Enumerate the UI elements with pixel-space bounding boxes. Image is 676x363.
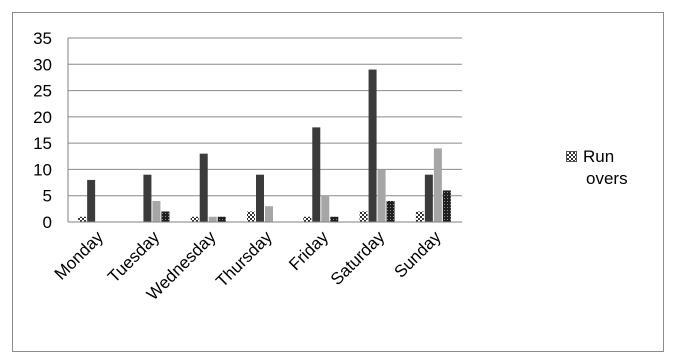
bar-tuesday-s4: [161, 211, 170, 222]
y-tick-label: 35: [33, 29, 52, 48]
gridlines: [68, 37, 462, 197]
axis-labels: 05101520253035MondayTuesdayWednesdayThur…: [33, 29, 445, 304]
bar-tuesday-s3: [152, 200, 161, 222]
bar-monday-s2: [87, 179, 96, 222]
bar-saturday-s4: [386, 200, 395, 222]
bars: [78, 69, 451, 223]
x-category-label: Saturday: [327, 227, 389, 289]
bar-thursday-s3: [265, 206, 273, 222]
legend-label-line2: overs: [586, 169, 628, 188]
bar-thursday-s1: [247, 211, 255, 222]
bar-friday-s3: [321, 195, 330, 222]
axes: [67, 38, 462, 223]
bar-friday-s2: [312, 127, 321, 222]
legend-label-line1: Run: [583, 147, 615, 166]
bar-wednesday-s3: [208, 216, 217, 222]
y-tick-label: 0: [43, 213, 52, 232]
chart-frame: [12, 12, 664, 352]
bar-wednesday-s2: [199, 153, 208, 222]
bar-saturday-s1: [359, 211, 368, 222]
y-tick-label: 5: [43, 187, 52, 206]
x-category-label: Friday: [285, 227, 332, 274]
y-tick-label: 15: [33, 134, 52, 153]
bar-tuesday-s2: [143, 174, 152, 222]
bar-wednesday-s4: [217, 216, 226, 222]
y-tick-label: 20: [33, 108, 52, 127]
y-tick-label: 10: [33, 160, 52, 179]
bar-sunday-s2: [424, 174, 433, 222]
y-tick-label: 25: [33, 82, 52, 101]
y-tick-label: 30: [33, 55, 52, 74]
bar-friday-s1: [303, 216, 312, 222]
x-category-label: Sunday: [390, 227, 445, 282]
bar-saturday-s2: [368, 69, 377, 223]
legend: Run overs: [566, 146, 656, 190]
bar-friday-s4: [330, 216, 339, 222]
x-category-label: Monday: [51, 227, 108, 284]
bar-wednesday-s1: [190, 216, 199, 222]
bar-monday-s1: [78, 216, 87, 222]
bar-sunday-s3: [433, 148, 442, 222]
bar-sunday-s1: [415, 211, 424, 222]
x-category-label: Thursday: [212, 227, 276, 291]
legend-swatch-run-overs: [566, 151, 577, 162]
bar-sunday-s4: [442, 190, 451, 222]
bar-saturday-s3: [377, 169, 386, 222]
bar-thursday-s2: [256, 174, 264, 222]
